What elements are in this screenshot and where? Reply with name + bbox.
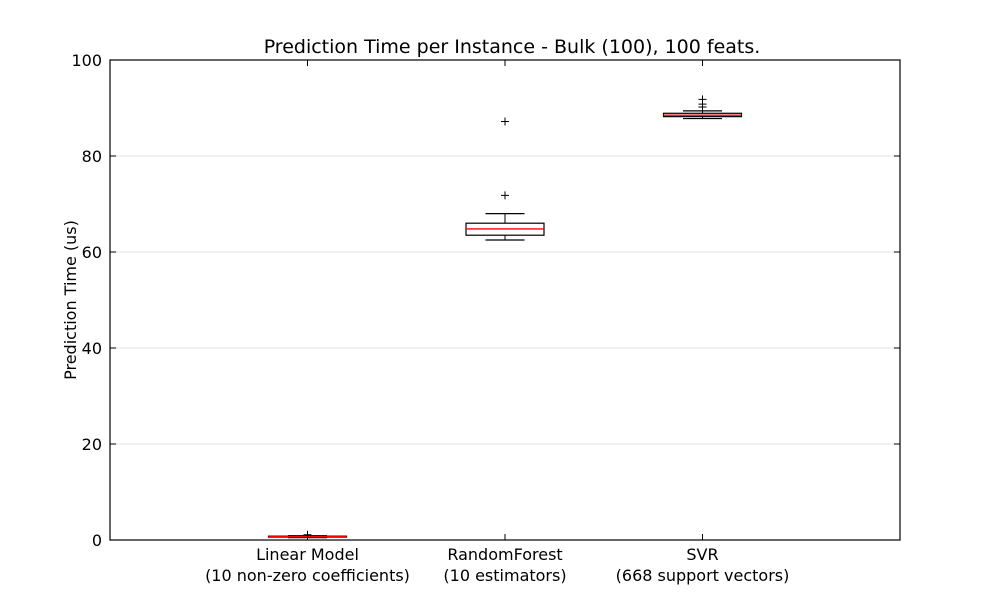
outlier-marker [501, 191, 509, 200]
x-tick-label-line: SVR [686, 545, 718, 564]
chart-title: Prediction Time per Instance - Bulk (100… [264, 36, 761, 58]
grid-lines [110, 155, 900, 445]
y-axis-label: Prediction Time (us) [61, 220, 80, 380]
box-plot [465, 117, 545, 241]
x-tick-label: SVR (668 support vectors) [616, 545, 790, 585]
x-axis: Linear Model (10 non-zero coefficients) Ra… [205, 60, 789, 585]
x-tick-label-line: (10 non-zero coefficients) [205, 566, 410, 585]
y-tick-label: 0 [92, 531, 102, 550]
y-tick-label: 60 [82, 243, 102, 262]
x-tick-label: RandomForest (10 estimators) [443, 545, 566, 585]
outlier-marker [501, 117, 509, 126]
box-plot [662, 95, 743, 120]
y-tick-label: 20 [82, 435, 102, 454]
x-tick-label-line: Linear Model [256, 545, 359, 564]
y-tick-label: 80 [82, 147, 102, 166]
box-plots [267, 95, 743, 539]
x-tick-label: Linear Model (10 non-zero coefficients) [205, 545, 410, 585]
y-tick-label: 40 [82, 339, 102, 358]
x-tick-label-line: (10 estimators) [443, 566, 566, 585]
y-axis: 0 20 40 60 80 100 [71, 51, 900, 550]
y-tick-label: 100 [71, 51, 102, 70]
outlier-marker [698, 95, 707, 104]
x-tick-label-line: RandomForest [447, 545, 562, 564]
x-tick-label-line: (668 support vectors) [616, 566, 790, 585]
